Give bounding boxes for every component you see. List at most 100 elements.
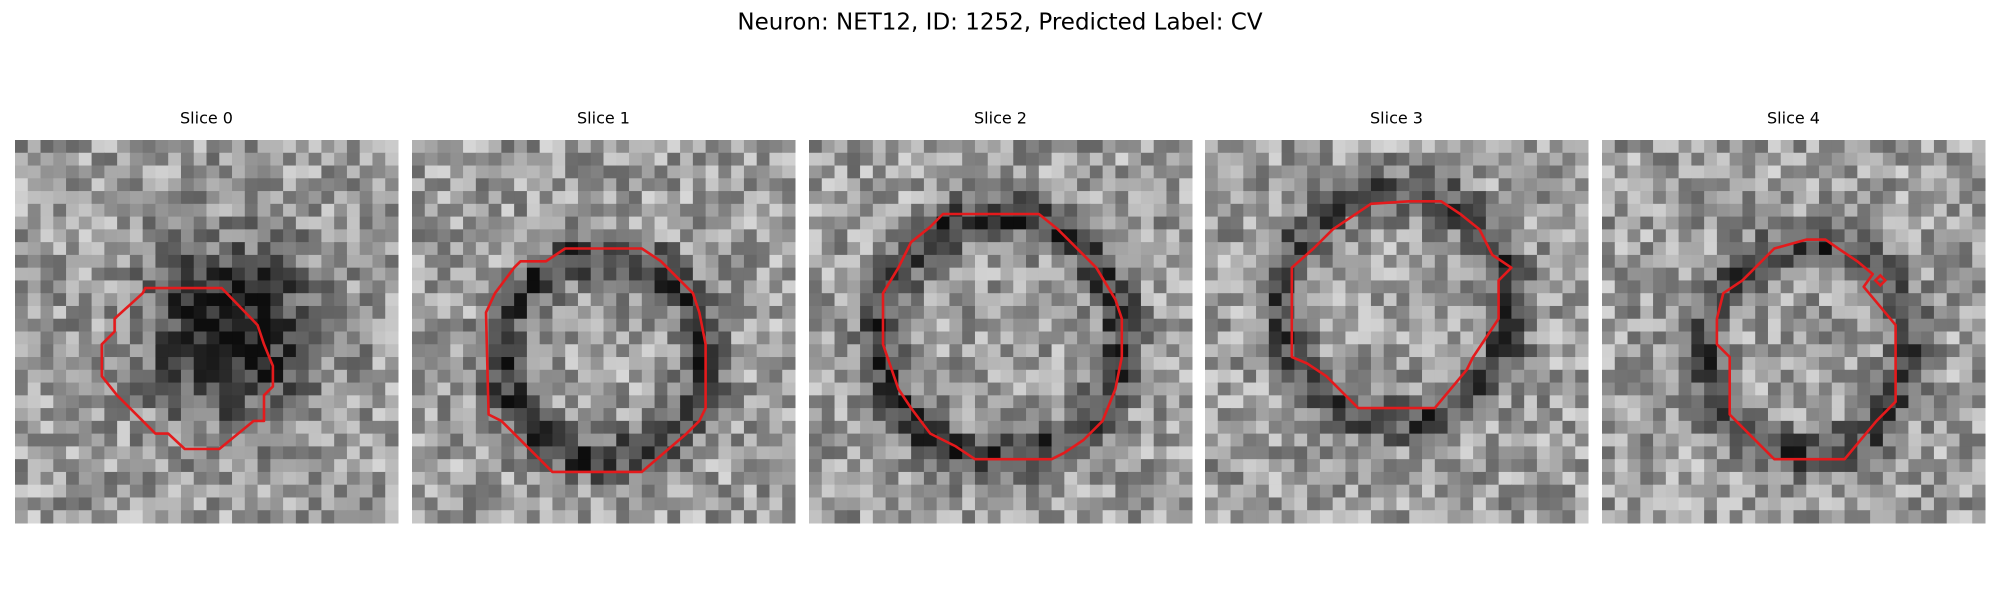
pixel — [78, 305, 93, 320]
pixel — [1294, 267, 1308, 281]
pixel — [1665, 433, 1680, 447]
pixel — [692, 242, 707, 256]
pixel — [1972, 140, 1986, 154]
pixel — [283, 293, 297, 307]
pixel — [974, 267, 989, 281]
pixel — [219, 203, 233, 218]
pixel — [1678, 293, 1692, 307]
pixel — [1729, 242, 1743, 256]
pixel — [1179, 165, 1193, 179]
pixel — [629, 293, 643, 307]
pixel — [1524, 140, 1538, 154]
pixel — [412, 152, 426, 167]
pixel — [565, 497, 579, 511]
pixel — [1691, 446, 1705, 460]
pixel — [923, 395, 938, 409]
pixel — [385, 305, 399, 320]
pixel — [488, 229, 502, 243]
pixel — [1524, 357, 1538, 371]
pixel — [1051, 484, 1065, 498]
pixel — [53, 229, 67, 243]
pixel — [168, 497, 182, 511]
pixel — [1562, 344, 1576, 358]
pixel — [1409, 254, 1423, 269]
pixel — [308, 420, 322, 435]
pixel — [501, 471, 515, 486]
pixel — [1857, 484, 1871, 498]
pixel — [577, 305, 592, 320]
pixel — [1179, 216, 1193, 230]
pixel — [1383, 216, 1397, 230]
pixel — [1268, 408, 1283, 422]
pixel — [1691, 420, 1705, 435]
pixel — [1396, 152, 1410, 167]
pixel — [577, 497, 592, 511]
pixel — [1307, 140, 1321, 154]
pixel — [911, 280, 925, 294]
pixel — [257, 420, 271, 435]
pixel — [809, 305, 823, 320]
pixel — [680, 484, 694, 498]
pixel — [117, 216, 131, 230]
pixel — [372, 267, 386, 281]
pixel — [1051, 497, 1065, 511]
pixel — [372, 484, 386, 498]
pixel — [936, 344, 950, 358]
pixel — [385, 510, 399, 524]
pixel — [590, 510, 604, 524]
pixel — [206, 229, 220, 243]
pixel — [180, 229, 195, 243]
pixel — [463, 331, 477, 345]
pixel — [1000, 254, 1014, 269]
pixel — [1077, 395, 1091, 409]
pixel — [1857, 471, 1871, 486]
pixel — [1767, 420, 1782, 435]
pixel — [1627, 229, 1641, 243]
pixel — [257, 471, 271, 486]
pixel — [372, 369, 386, 384]
pixel — [168, 471, 182, 486]
pixel — [987, 446, 1001, 460]
pixel — [809, 178, 823, 192]
pixel — [654, 318, 668, 332]
pixel — [514, 408, 528, 422]
pixel — [1268, 433, 1283, 447]
pixel — [654, 293, 668, 307]
pixel — [1140, 178, 1155, 192]
pixel — [1870, 382, 1884, 396]
pixel — [1908, 446, 1922, 460]
pixel — [834, 267, 848, 281]
pixel — [180, 369, 195, 384]
pixel — [782, 203, 796, 218]
pixel — [1038, 446, 1053, 460]
pixel — [1485, 408, 1500, 422]
pixel — [463, 459, 477, 473]
pixel — [577, 203, 592, 218]
pixel — [731, 280, 745, 294]
pixel — [321, 318, 335, 332]
pixel — [1844, 471, 1858, 486]
pixel — [1294, 178, 1308, 192]
pixel — [654, 331, 668, 345]
pixel — [1895, 497, 1909, 511]
pixel — [142, 471, 156, 486]
pixel — [1575, 178, 1589, 192]
pixel — [321, 331, 335, 345]
pixel — [1908, 344, 1922, 358]
pixel — [1179, 242, 1193, 256]
pixel — [1243, 382, 1257, 396]
pixel — [27, 305, 42, 320]
pixel — [1422, 484, 1436, 498]
pixel — [552, 229, 566, 243]
pixel — [1332, 510, 1346, 524]
pixel — [1614, 229, 1629, 243]
pixel — [168, 318, 182, 332]
pixel — [1281, 395, 1295, 409]
pixel — [514, 420, 528, 435]
pixel — [1665, 140, 1680, 154]
pixel — [40, 357, 54, 371]
pixel — [424, 459, 439, 473]
pixel — [1383, 408, 1397, 422]
pixel — [1166, 280, 1180, 294]
pixel — [321, 484, 335, 498]
